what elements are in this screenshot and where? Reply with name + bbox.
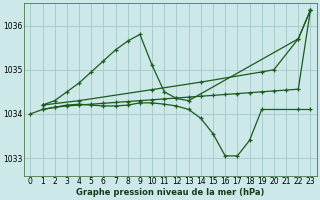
X-axis label: Graphe pression niveau de la mer (hPa): Graphe pression niveau de la mer (hPa) — [76, 188, 265, 197]
